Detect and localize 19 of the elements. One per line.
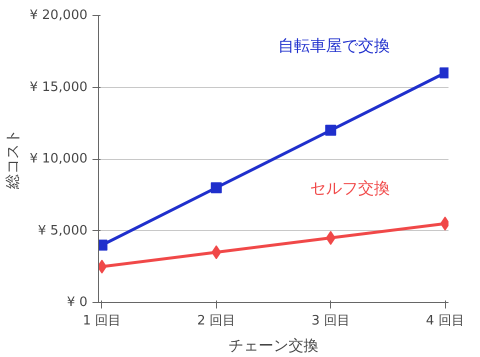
x-tick-label: 4 回目: [426, 314, 464, 328]
text: 自転車屋で交換: [278, 36, 390, 55]
point: [325, 124, 336, 136]
point: [326, 230, 336, 245]
y-axis-title: 総コスト: [4, 129, 22, 190]
y-tick-label: ¥ 20,000: [30, 8, 88, 23]
x-tick-label: 3 回目: [311, 314, 350, 328]
point: [211, 245, 222, 260]
text: セルフ交換: [310, 178, 390, 198]
y-tick-label: ¥ 15,000: [30, 80, 88, 95]
point: [440, 67, 448, 78]
x-tick-label: 2 回目: [197, 314, 236, 328]
y-tick-label: ¥ 0: [66, 295, 88, 310]
x-axis-title: チェーン交換: [228, 336, 318, 354]
point: [210, 182, 222, 194]
point: [98, 240, 108, 251]
y-tick-label: ¥ 10,000: [30, 152, 88, 166]
y-tick-label: ¥ 5,000: [38, 223, 88, 238]
x-tick-label: 1 回目: [82, 314, 122, 328]
